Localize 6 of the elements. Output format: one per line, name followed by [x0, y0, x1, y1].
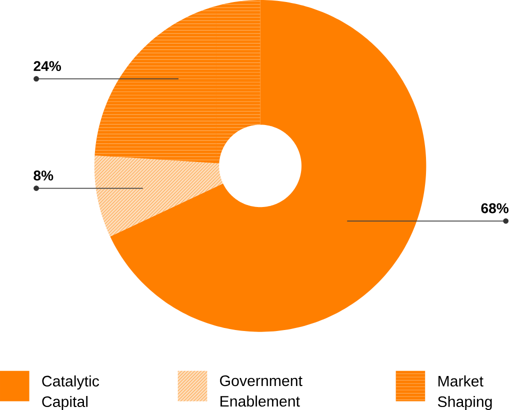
- data-label: 68%: [481, 203, 508, 214]
- legend-label: Market Shaping: [438, 375, 492, 410]
- legend-label: Catalytic Capital: [42, 375, 100, 410]
- data-label: 8%: [34, 170, 54, 180]
- legend-label: Government Enablement: [220, 375, 302, 407]
- data-label: 24%: [34, 61, 61, 71]
